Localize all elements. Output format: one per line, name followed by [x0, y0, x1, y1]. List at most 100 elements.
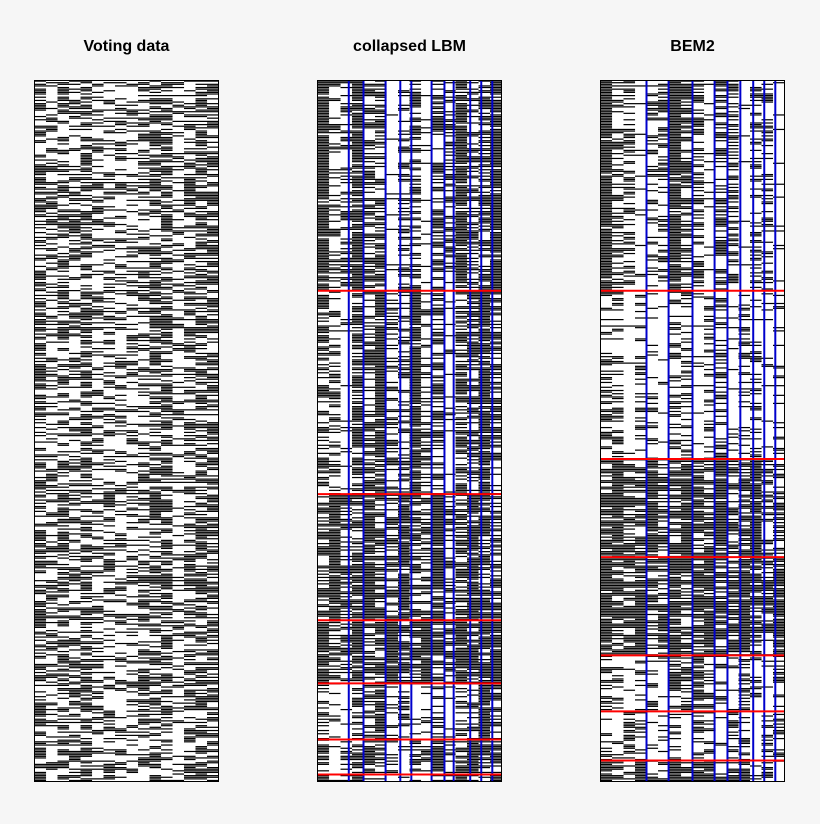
heatmap-cell	[34, 655, 47, 658]
heatmap-cell	[126, 125, 139, 127]
heatmap-cell	[46, 665, 58, 667]
heatmap-cell	[161, 644, 173, 646]
heatmap-cell	[455, 252, 468, 255]
heatmap-cell	[363, 91, 376, 93]
heatmap-cell	[340, 95, 353, 97]
heatmap-cell	[195, 409, 208, 411]
heatmap-cell	[207, 744, 219, 746]
heatmap-cell	[57, 460, 70, 463]
heatmap-cell	[455, 103, 468, 105]
heatmap-cell	[115, 240, 127, 242]
heatmap-cell	[46, 433, 58, 435]
heatmap-cell	[57, 412, 70, 414]
heatmap-cell	[352, 122, 364, 124]
heatmap-cell	[80, 248, 93, 250]
heatmap-cell	[115, 425, 127, 427]
heatmap-cell	[352, 333, 364, 335]
heatmap-cell	[195, 444, 208, 446]
heatmap-cell	[149, 248, 162, 250]
heatmap-cell	[490, 349, 502, 351]
heatmap-cell	[92, 310, 104, 313]
heatmap-cell	[490, 109, 502, 111]
heatmap-cell	[126, 104, 139, 106]
heatmap-cell	[115, 209, 127, 211]
heatmap-cell	[115, 491, 127, 493]
heatmap-cell	[478, 220, 491, 222]
heatmap-cell	[149, 291, 162, 293]
heatmap-cell	[207, 227, 219, 229]
heatmap-cell	[184, 659, 196, 661]
heatmap-cell	[92, 223, 104, 226]
heatmap-cell	[195, 638, 208, 640]
heatmap-cell	[80, 433, 93, 435]
heatmap-cell	[80, 114, 93, 116]
heatmap-cell	[352, 315, 364, 317]
heatmap-cell	[149, 307, 162, 309]
heatmap-cell	[69, 257, 81, 259]
heatmap-cell	[34, 679, 47, 682]
heatmap-cell	[352, 346, 364, 348]
heatmap-cell	[161, 588, 173, 590]
heatmap-cell	[126, 602, 139, 604]
heatmap-cell	[103, 768, 116, 770]
heatmap-cell	[340, 259, 353, 261]
heatmap-cell	[92, 452, 104, 454]
heatmap-cell	[149, 183, 162, 185]
heatmap-cell	[57, 588, 70, 590]
heatmap-cell	[161, 542, 173, 545]
heatmap-cell	[57, 659, 70, 661]
heatmap-cell	[467, 286, 479, 288]
heatmap-cell	[149, 710, 162, 712]
heatmap-cell	[80, 104, 93, 106]
heatmap-cell	[69, 211, 81, 213]
heatmap-cell	[80, 760, 93, 762]
heatmap-cell	[57, 625, 70, 627]
heatmap-cell	[386, 323, 399, 326]
heatmap-cell	[69, 696, 81, 698]
heatmap-cell	[467, 243, 479, 245]
heatmap-cell	[46, 202, 58, 205]
heatmap-cell	[103, 418, 116, 421]
heatmap-cell	[46, 159, 58, 161]
heatmap-cell	[34, 592, 47, 595]
heatmap-cell	[69, 177, 81, 179]
heatmap-cell	[34, 172, 47, 174]
heatmap-cell	[69, 428, 81, 430]
heatmap-cell	[34, 470, 47, 472]
heatmap-cell	[115, 546, 127, 548]
heatmap-cell	[103, 560, 116, 562]
heatmap-cell	[455, 133, 468, 135]
heatmap-cell	[329, 148, 341, 150]
heatmap-cell	[103, 101, 116, 103]
heatmap-cell	[363, 95, 376, 97]
heatmap-cell	[69, 259, 81, 261]
heatmap-cell	[363, 343, 376, 345]
heatmap-cell	[340, 82, 353, 84]
heatmap-cell	[432, 314, 445, 316]
heatmap-cell	[80, 98, 93, 100]
heatmap-cell	[467, 214, 479, 216]
heatmap-cell	[455, 291, 468, 293]
heatmap-cell	[172, 299, 185, 301]
heatmap-cell	[46, 597, 58, 599]
heatmap-cell	[409, 357, 422, 359]
heatmap-cell	[444, 267, 456, 269]
heatmap-cell	[161, 341, 173, 343]
heatmap-cell	[317, 162, 330, 164]
heatmap-cell	[34, 288, 47, 290]
heatmap-cell	[126, 238, 139, 240]
heatmap-cell	[375, 112, 387, 114]
heatmap-cell	[317, 190, 330, 192]
heatmap-cell	[207, 549, 219, 551]
heatmap-cell	[34, 462, 47, 464]
heatmap-cell	[103, 639, 116, 641]
heatmap-cell	[444, 352, 456, 355]
heatmap-cell	[375, 306, 387, 308]
heatmap-cell	[149, 625, 162, 627]
heatmap-cell	[126, 354, 139, 356]
heatmap-cell	[138, 348, 150, 350]
heatmap-cell	[80, 288, 93, 290]
heatmap-cell	[69, 299, 81, 301]
heatmap-cell	[207, 111, 219, 113]
heatmap-cell	[172, 367, 185, 369]
